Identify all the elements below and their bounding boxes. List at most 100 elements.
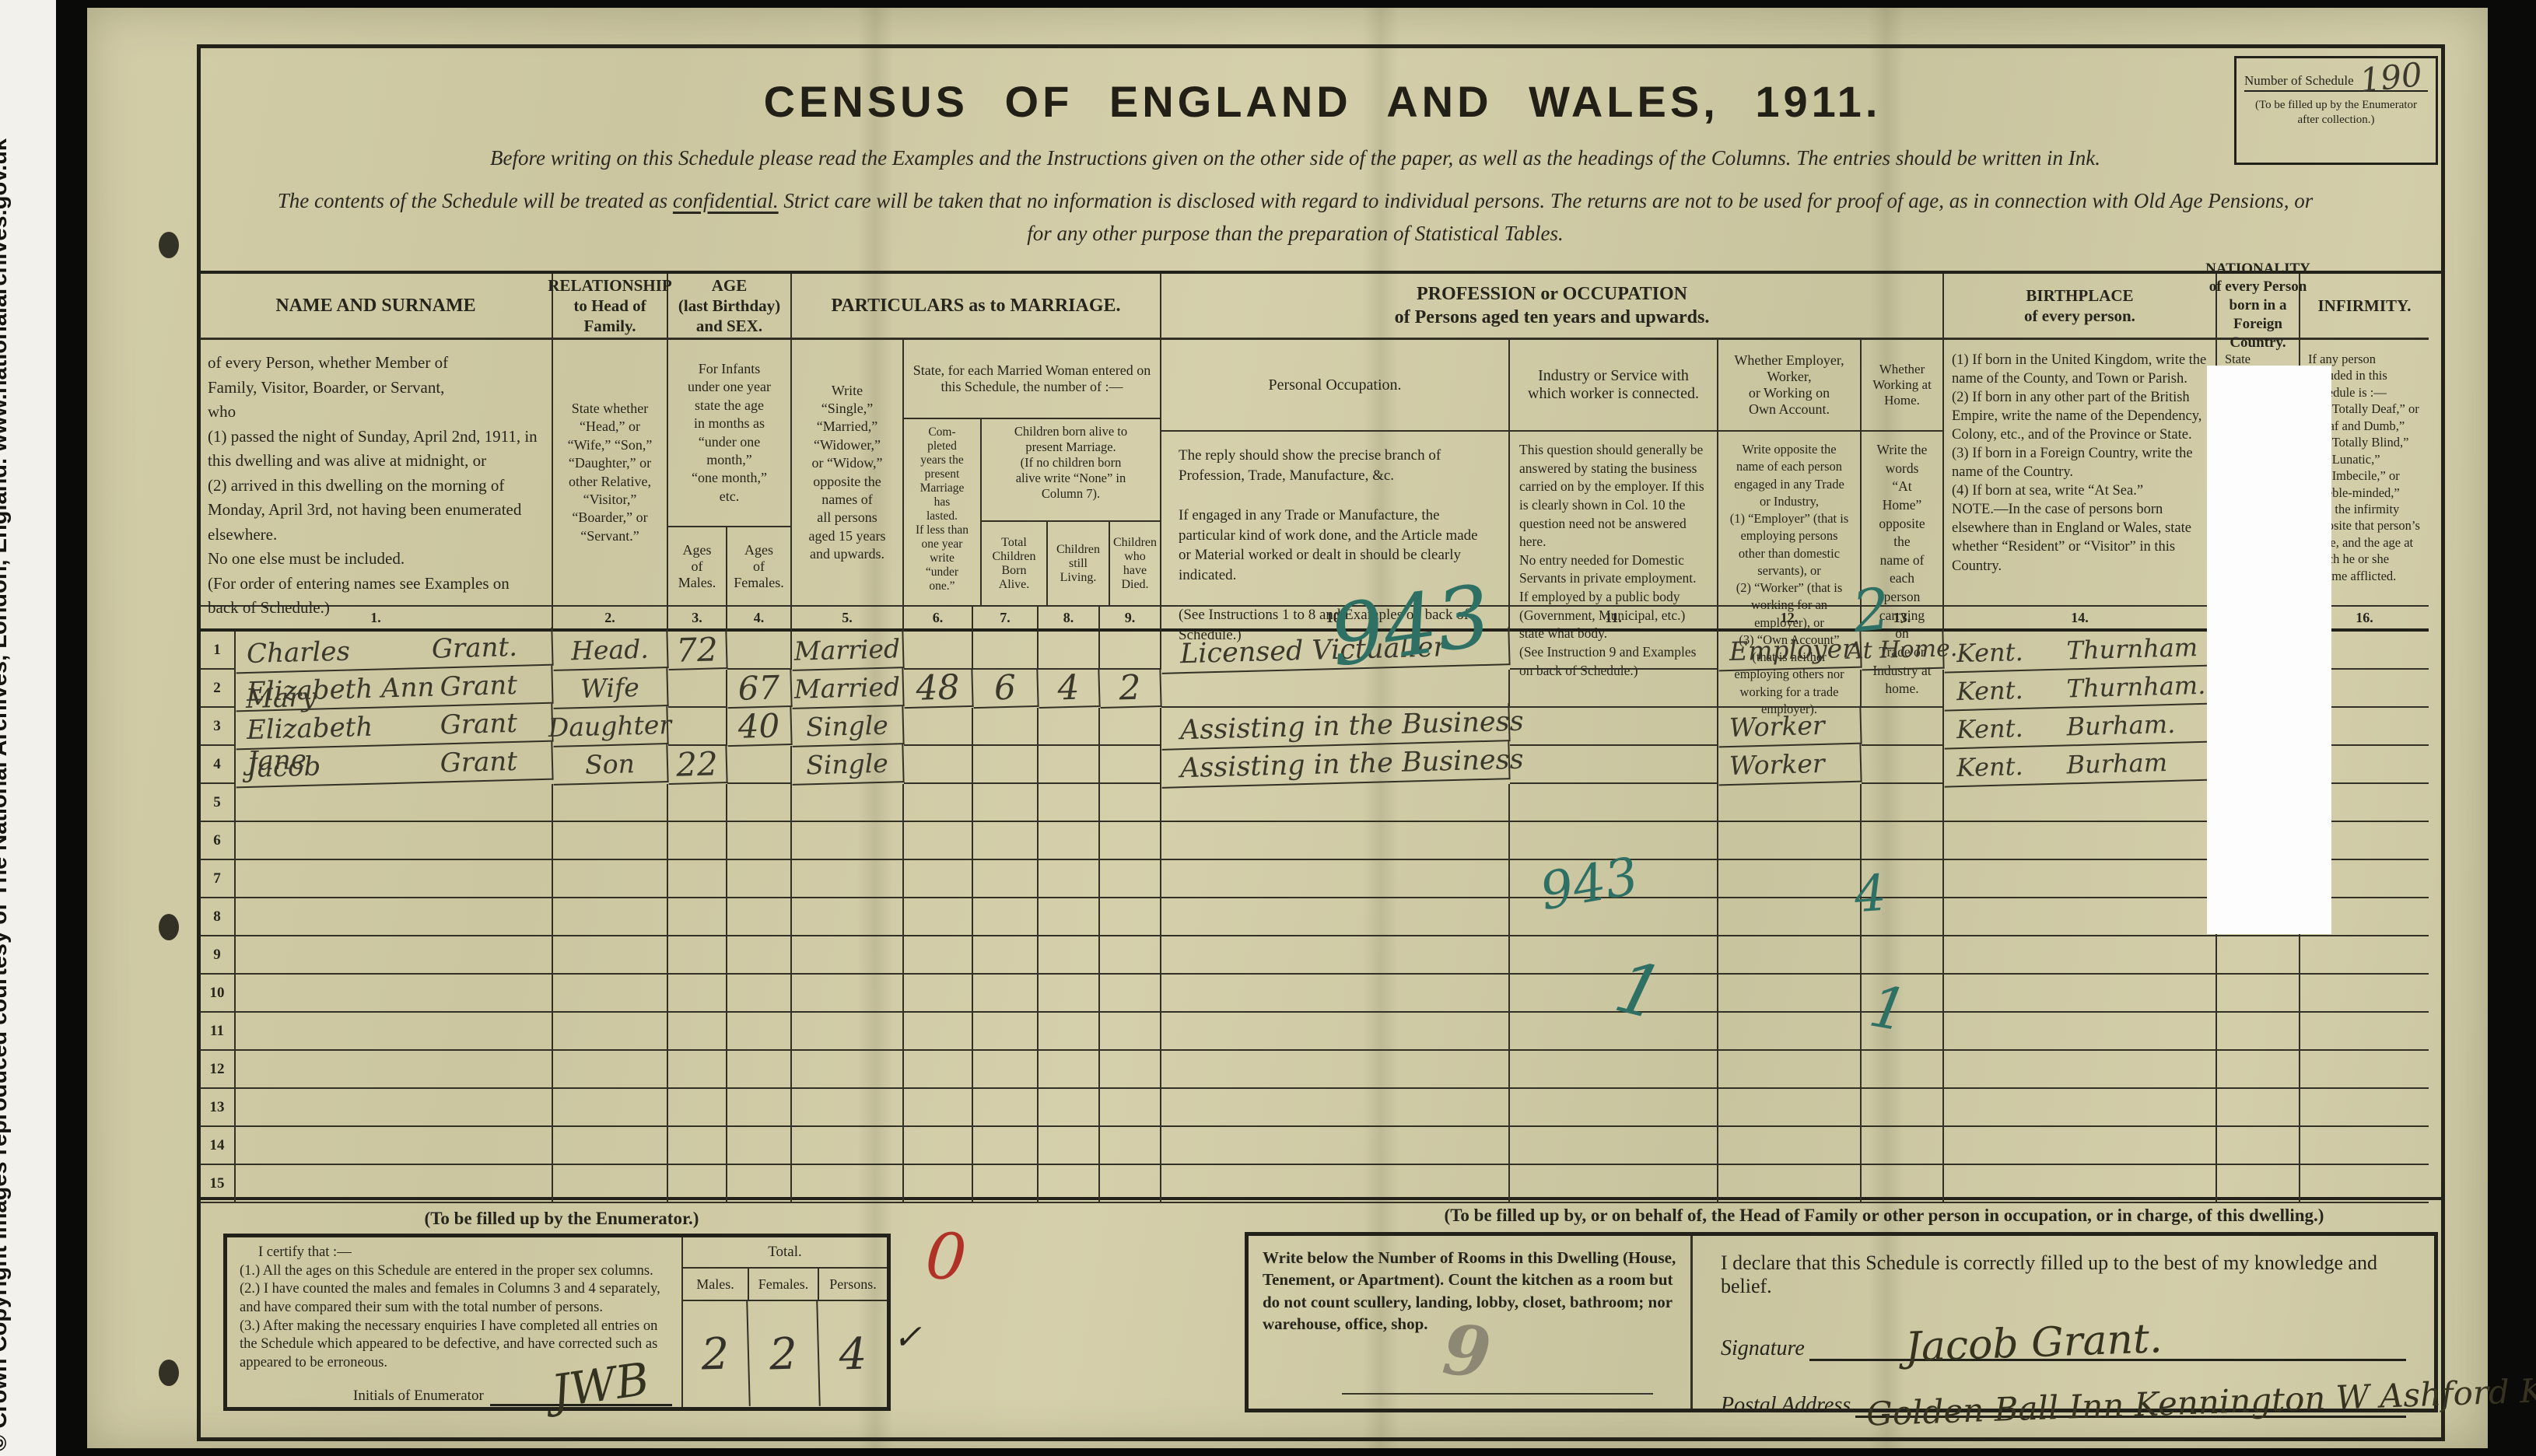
cell-rel <box>553 936 668 975</box>
cell-living <box>1039 860 1100 898</box>
cell-ind <box>1510 1089 1718 1127</box>
cell-ind <box>1510 898 1718 936</box>
cell-living <box>1039 784 1100 822</box>
punch-hole <box>159 914 179 940</box>
cell-home <box>1862 784 1944 822</box>
certify-item-2: (2.) I have counted the males and female… <box>240 1281 660 1316</box>
cell-living <box>1039 975 1100 1013</box>
cell-ind <box>1510 1013 1718 1051</box>
cell-inf <box>2300 784 2429 822</box>
cell-living <box>1039 898 1100 936</box>
cell-occ <box>1161 898 1510 936</box>
cell-inf <box>2300 1165 2429 1203</box>
declaration-text: I declare that this Schedule is correctl… <box>1721 1251 2378 1297</box>
employer-detail: Write opposite the name of each person e… <box>1729 442 1849 716</box>
cell-years <box>904 1051 973 1089</box>
cell-inf <box>2300 1089 2429 1127</box>
cell-age_f <box>727 746 792 784</box>
cell-home <box>1862 975 1944 1013</box>
page-title: CENSUS OF ENGLAND AND WALES, 1911. <box>763 77 1882 126</box>
census-table: NAME AND SURNAME RELATIONSHIP to Head of… <box>197 261 2445 1203</box>
cell-ind <box>1510 1165 1718 1203</box>
row-number: 7 <box>200 860 236 898</box>
cell-age_m <box>668 1089 727 1127</box>
cell-emp: Worker <box>1718 705 1862 748</box>
cell-age_f <box>727 1165 792 1203</box>
enumerator-section-label: (To be filled up by the Enumerator.) <box>424 1209 699 1228</box>
cell-born <box>973 746 1039 784</box>
cell-name <box>236 1051 553 1089</box>
cell-birth <box>1944 975 2217 1013</box>
declaration-cell: I declare that this Schedule is correctl… <box>1693 1236 2536 1433</box>
cell-born <box>973 708 1039 746</box>
cell-home <box>1862 1089 1944 1127</box>
black-check-mark: ✓ <box>893 1318 922 1357</box>
cell-ind <box>1510 1051 1718 1089</box>
rooms-line <box>1342 1393 1653 1395</box>
cell-marital <box>792 784 904 822</box>
cell-years <box>904 936 973 975</box>
cell-name <box>236 898 553 936</box>
header-birthplace: BIRTHPLACE of every person. <box>1944 274 2217 340</box>
cell-age_m <box>668 708 727 746</box>
cell-born <box>973 1089 1039 1127</box>
cell-emp <box>1718 898 1862 936</box>
cell-died: 2 <box>1099 668 1162 709</box>
label-completed-years: Com- pleted years the present Marriage h… <box>904 419 982 605</box>
cell-name <box>236 822 553 860</box>
cell-living <box>1039 632 1100 670</box>
cell-ind <box>1510 784 1718 822</box>
cell-inf <box>2300 975 2429 1013</box>
cell-home <box>1862 860 1944 898</box>
cell-rel <box>553 1051 668 1089</box>
row-number: 14 <box>200 1127 236 1165</box>
detail-married-woman: State, for each Married Woman entered on… <box>904 340 1161 607</box>
schedule-number-label: Number of Schedule <box>2244 73 2354 89</box>
cell-birth: Kent. Burham <box>1943 742 2218 788</box>
cell-occ <box>1161 1013 1510 1051</box>
cell-died <box>1100 1013 1161 1051</box>
cell-name <box>236 784 553 822</box>
cell-emp: Employer <box>1718 629 1862 672</box>
cell-age_m <box>668 1165 727 1203</box>
total-males-value: 2 <box>681 1300 751 1409</box>
enumerator-initials-signature: JWB <box>548 1353 653 1419</box>
row-number: 1 <box>200 632 236 670</box>
red-zero-mark: 0 <box>923 1219 969 1296</box>
cell-died <box>1100 1051 1161 1089</box>
instruction-line-2: The contents of the Schedule will be tre… <box>268 185 2322 250</box>
cell-emp <box>1718 936 1862 975</box>
cell-emp <box>1718 1165 1862 1203</box>
cell-emp: Worker <box>1718 744 1862 786</box>
cell-years <box>904 898 973 936</box>
cell-marital: Married <box>791 668 905 709</box>
cell-emp <box>1718 1013 1862 1051</box>
total-persons-value: 4 <box>838 1328 868 1380</box>
cell-nat <box>2217 936 2300 975</box>
cell-emp <box>1718 1089 1862 1127</box>
cell-birth <box>1944 860 2217 898</box>
householder-box: Write below the Number of Rooms in this … <box>1245 1232 2536 1433</box>
cell-nat <box>2217 1089 2300 1127</box>
certification-text: I certify that :— (1.) All the ages on t… <box>227 1237 683 1419</box>
cell-died <box>1100 860 1161 898</box>
cell-age_m: 72 <box>667 630 728 670</box>
certify-intro: I certify that :— <box>258 1244 352 1260</box>
industry-detail: This question should generally be answer… <box>1519 442 1704 678</box>
colnum-1: 1. <box>200 607 553 632</box>
cell-emp <box>1718 784 1862 822</box>
cell-died <box>1100 708 1161 746</box>
cell-age_f <box>727 1051 792 1089</box>
cell-inf <box>2300 1051 2429 1089</box>
cell-age_f <box>727 1089 792 1127</box>
cell-ind <box>1510 746 1718 784</box>
cell-occ: Assisting in the Business <box>1161 741 1524 789</box>
label-children-born: Total Children Born Alive. <box>982 522 1048 605</box>
initials-line: JWB <box>489 1353 672 1419</box>
colnum-2: 2. <box>553 607 668 632</box>
cell-marital <box>792 936 904 975</box>
detail-birthplace: (1) If born in the United Kingdom, write… <box>1944 340 2217 607</box>
cell-ind <box>1510 708 1718 746</box>
row-number: 3 <box>200 708 236 746</box>
detail-occupation: Personal Occupation. The reply should sh… <box>1161 340 1510 643</box>
